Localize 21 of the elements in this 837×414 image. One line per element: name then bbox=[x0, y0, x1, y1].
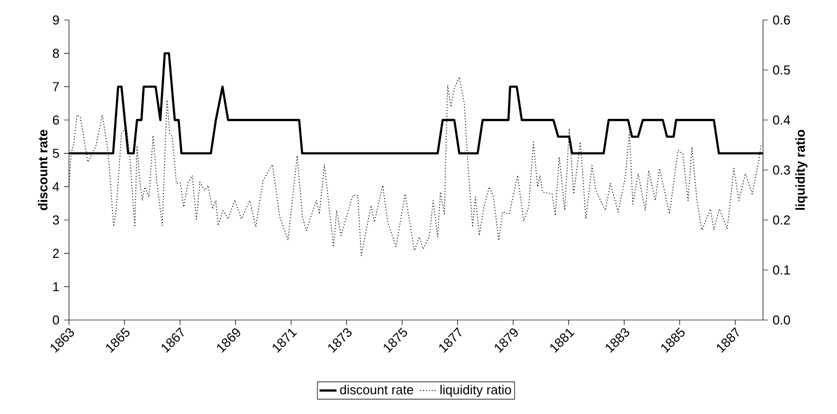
legend-label: discount rate bbox=[340, 384, 414, 394]
y2-tick-label: 0.5 bbox=[773, 65, 790, 75]
y2-tick-label: 0.3 bbox=[773, 165, 790, 175]
y-tick-label: 1 bbox=[53, 282, 59, 292]
y2-tick-label: 0.4 bbox=[773, 115, 790, 125]
y2-tick-label: 0.6 bbox=[773, 15, 790, 25]
y-tick-label: 6 bbox=[52, 115, 59, 125]
y2-tick-label: 0.2 bbox=[773, 215, 790, 225]
y2-axis-title: liquidity ratio bbox=[795, 130, 808, 210]
y-tick-label: 4 bbox=[52, 182, 60, 192]
y-tick-label: 9 bbox=[52, 15, 59, 25]
legend-label: liquidity ratio bbox=[440, 384, 512, 397]
y-tick-label: 3 bbox=[52, 215, 59, 225]
y-tick-label: 8 bbox=[52, 48, 59, 58]
y2-tick-label: 0.1 bbox=[773, 265, 790, 275]
y-tick-label: 5 bbox=[52, 148, 59, 158]
y-axis-title: discount rate bbox=[38, 130, 48, 210]
y-tick-label: 2 bbox=[52, 248, 59, 258]
y2-tick-label: 0.0 bbox=[773, 315, 790, 325]
y-tick-label: 0 bbox=[52, 315, 59, 325]
y-tick-label: 7 bbox=[52, 82, 59, 92]
